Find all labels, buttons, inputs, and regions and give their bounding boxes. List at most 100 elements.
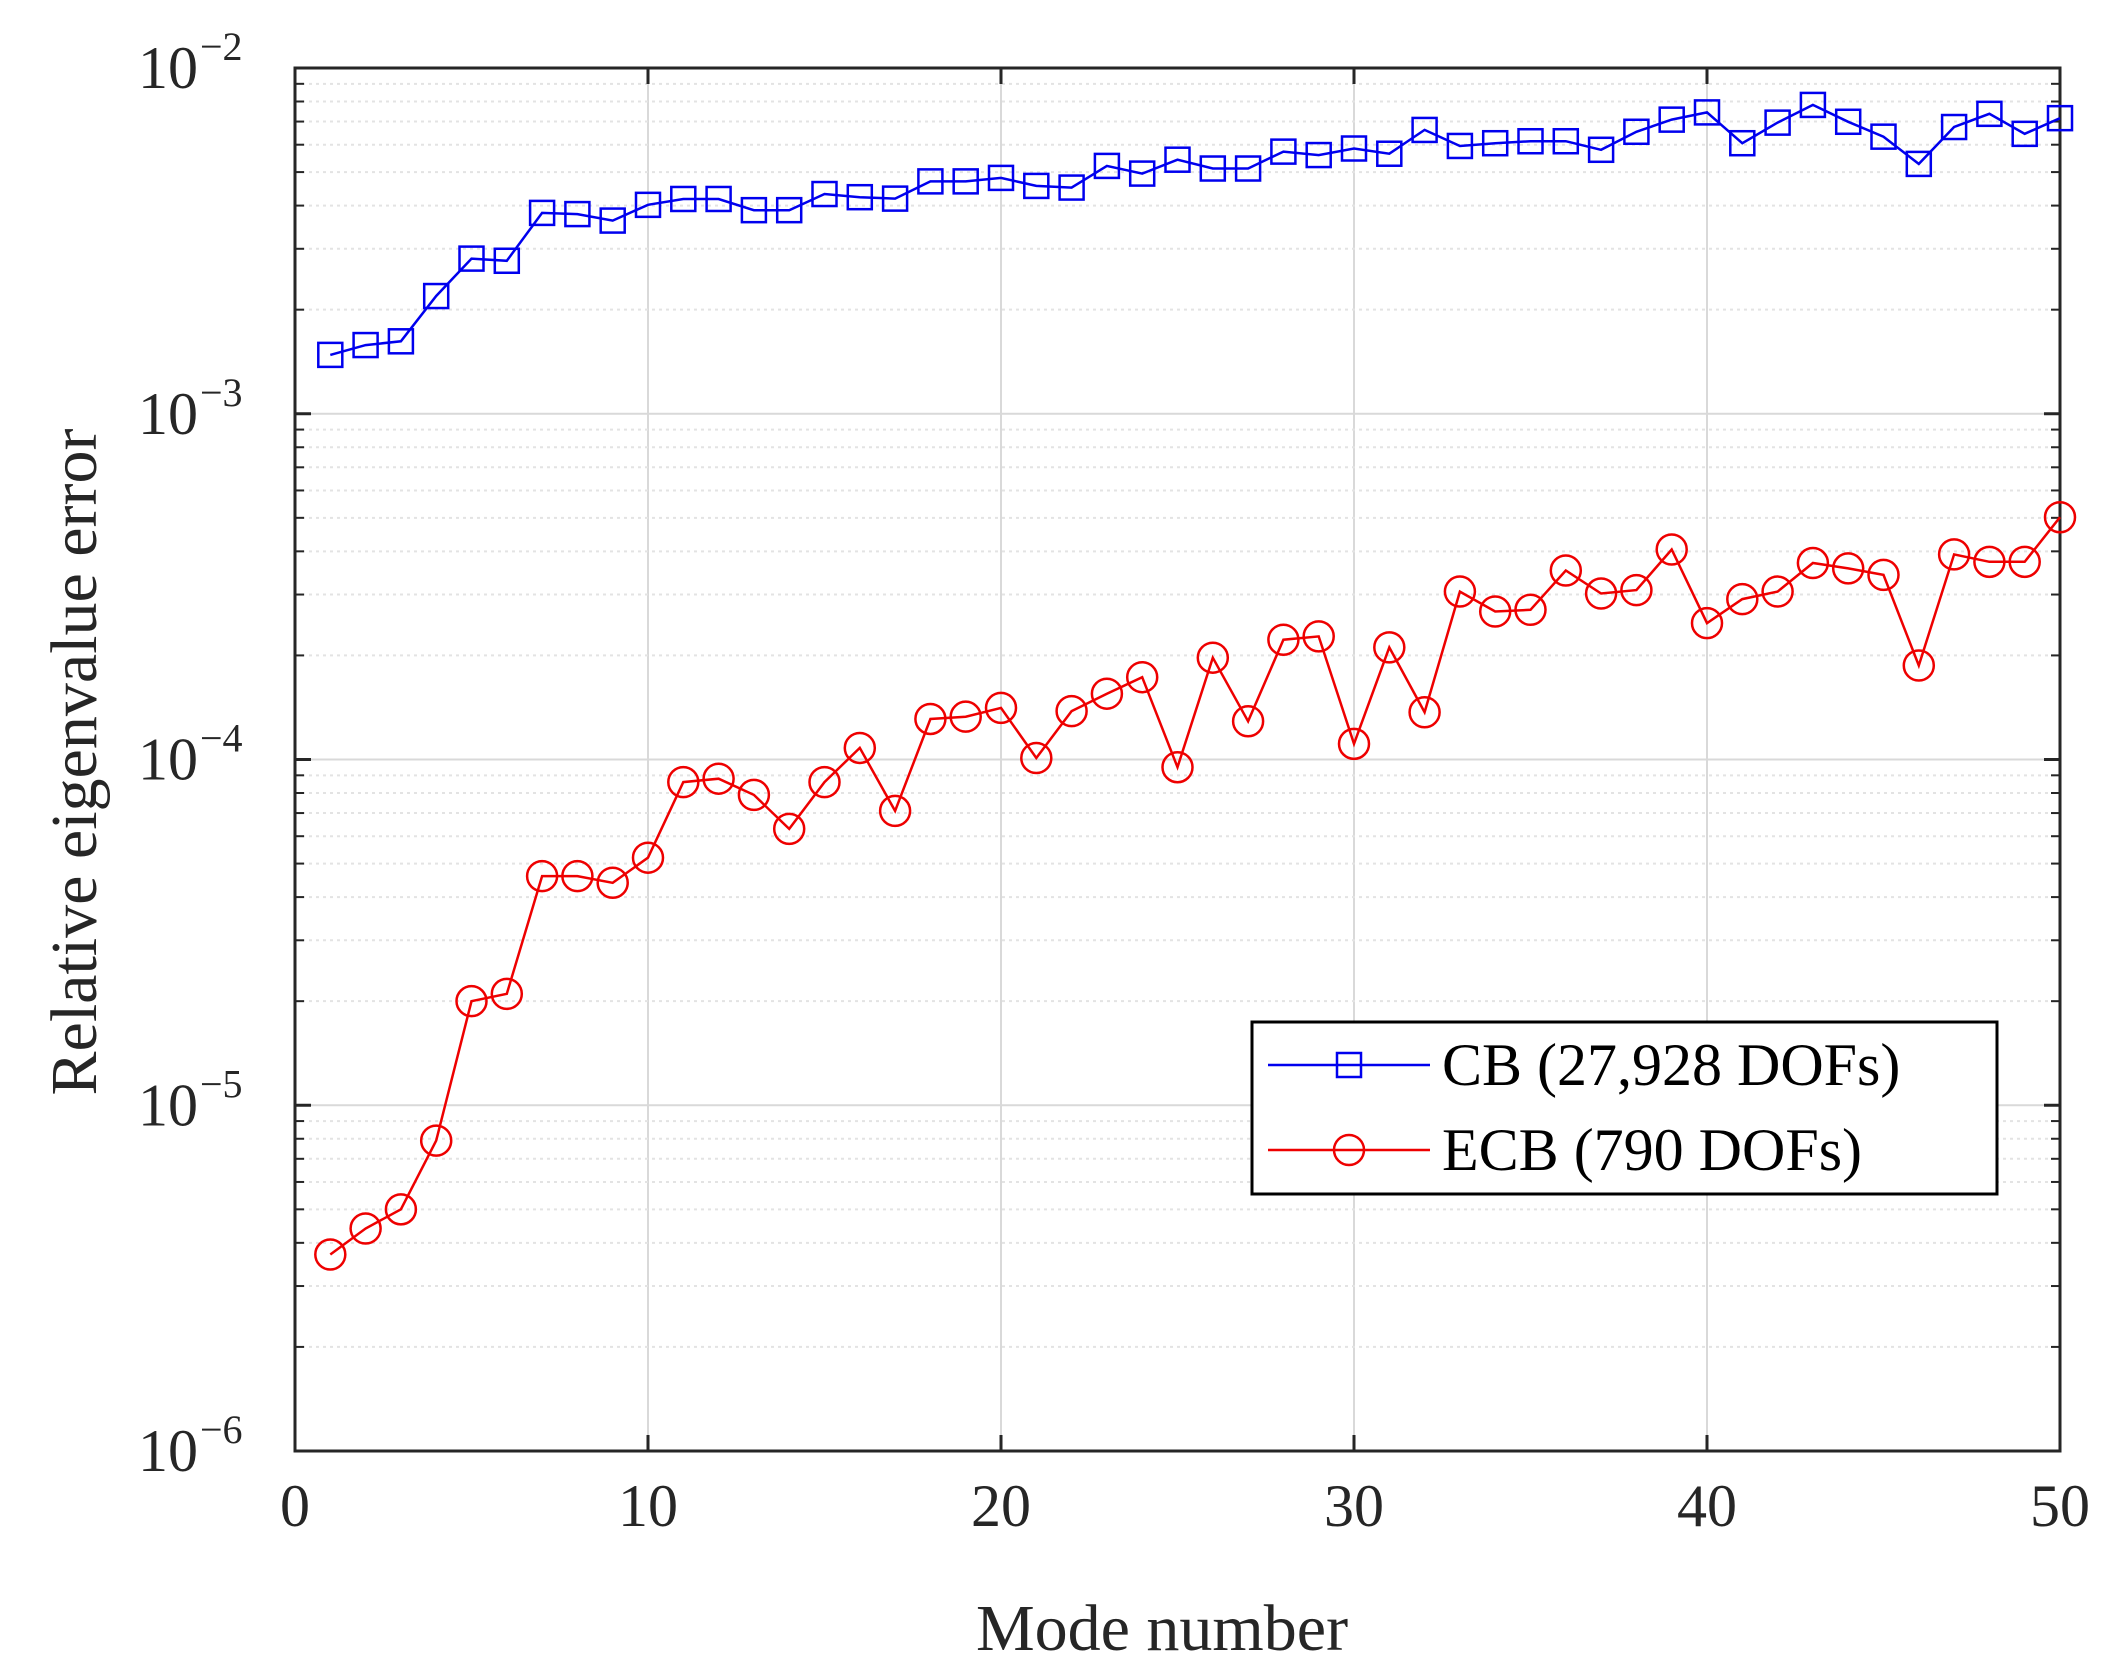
data-point-circle <box>1867 558 1900 592</box>
data-point-circle <box>1267 623 1300 656</box>
data-point-square <box>1587 136 1615 164</box>
data-point-square <box>1199 155 1227 182</box>
data-point-square <box>1481 129 1509 157</box>
data-point-square <box>1023 172 1050 200</box>
data-point-circle <box>455 984 488 1018</box>
data-point-circle <box>772 812 806 846</box>
y-tick-label: 10 −6 <box>138 1407 243 1484</box>
x-axis-label: Mode number <box>976 1592 1348 1665</box>
data-point-square <box>352 331 379 359</box>
data-point-square <box>1729 129 1756 157</box>
x-tick-label: 30 <box>1324 1473 1384 1539</box>
y-tick-label-exponent: −4 <box>200 716 243 761</box>
data-point-circle <box>1690 606 1724 640</box>
data-point-circle <box>702 762 735 795</box>
x-tick-label: 40 <box>1677 1473 1737 1539</box>
legend[interactable]: CB (27,928 DOFs) ECB (790 DOFs) <box>1250 1020 1999 1196</box>
legend-item-cb[interactable]: CB (27,928 DOFs) <box>1268 1032 1900 1098</box>
y-tick-label-exponent: −6 <box>200 1407 243 1452</box>
data-point-square <box>1270 138 1297 165</box>
data-point-square <box>1658 106 1685 133</box>
data-point-square <box>458 245 485 272</box>
data-point-circle <box>914 702 947 736</box>
data-point-circle <box>2008 545 2041 579</box>
data-point-circle <box>1408 695 1441 729</box>
data-point-square <box>705 185 732 213</box>
data-point-circle <box>737 778 771 812</box>
y-tick-label-exponent: −2 <box>200 24 243 69</box>
legend-marker-circle-icon <box>1332 1133 1366 1167</box>
data-point-circle <box>349 1212 382 1245</box>
data-point-circle <box>2043 500 2077 534</box>
data-point-square <box>1411 116 1438 144</box>
data-point-circle <box>1796 546 1830 580</box>
data-point-square <box>775 196 803 224</box>
data-point-square <box>1446 132 1474 160</box>
data-point-square <box>1976 100 2003 128</box>
data-point-square <box>1340 135 1368 162</box>
data-point-circle <box>949 700 982 733</box>
data-point-square <box>811 180 838 208</box>
data-point-square <box>1552 127 1580 155</box>
data-point-square <box>881 185 909 212</box>
data-point-square <box>1764 109 1791 136</box>
x-tick-label: 50 <box>2030 1473 2090 1539</box>
data-point-square <box>1693 99 1721 126</box>
data-point-circle <box>1302 620 1335 653</box>
legend-item-ecb[interactable]: ECB (790 DOFs) <box>1268 1117 1862 1183</box>
data-point-circle <box>1937 538 1971 571</box>
y-tick-label-base: 10 <box>138 727 198 793</box>
data-point-square <box>599 207 626 234</box>
series-ecb <box>314 500 2077 1271</box>
y-tick-label-base: 10 <box>138 1418 198 1484</box>
data-point-circle <box>1973 545 2006 579</box>
data-point-square <box>1234 155 1262 182</box>
data-point-square <box>1164 146 1191 173</box>
data-point-square <box>1093 152 1121 180</box>
legend-box <box>1250 1020 1999 1196</box>
x-tick-label: 0 <box>280 1473 310 1539</box>
data-point-circle <box>1443 575 1477 608</box>
data-point-circle <box>1655 533 1688 566</box>
y-tick-label-base: 10 <box>138 35 198 101</box>
data-point-circle <box>1125 660 1159 694</box>
data-point-circle <box>1020 741 1053 775</box>
data-point-square <box>740 196 768 224</box>
data-point-square <box>670 185 697 213</box>
y-axis-label: Relative eigenvalue error <box>38 428 111 1095</box>
data-point-circle <box>1584 577 1618 610</box>
data-point-circle <box>384 1193 418 1226</box>
data-point-square <box>564 200 591 228</box>
data-point-square <box>317 341 344 369</box>
data-point-circle <box>1761 575 1794 608</box>
data-point-square <box>1834 108 1862 136</box>
data-point-circle <box>1902 649 1936 682</box>
data-point-circle <box>561 859 594 893</box>
data-point-square <box>1517 127 1544 155</box>
data-point-square <box>422 282 450 310</box>
data-point-circle <box>525 859 559 893</box>
data-point-circle <box>1161 750 1194 784</box>
data-point-circle <box>843 731 877 765</box>
data-point-circle <box>1373 631 1406 664</box>
data-point-square <box>917 168 944 195</box>
series-line <box>329 103 2061 357</box>
data-point-circle <box>1231 705 1265 738</box>
x-tick-label: 10 <box>618 1473 678 1539</box>
data-point-circle <box>1514 593 1547 627</box>
series-cb <box>317 91 2074 369</box>
y-tick-label-exponent: −3 <box>200 370 243 415</box>
data-point-square <box>2046 104 2074 132</box>
data-point-square <box>1128 160 1156 187</box>
data-point-square <box>2011 120 2038 148</box>
data-point-circle <box>1549 554 1583 587</box>
data-point-circle <box>314 1238 347 1271</box>
data-point-circle <box>1055 694 1088 728</box>
data-point-square <box>987 164 1015 192</box>
data-point-square <box>1376 140 1403 167</box>
data-point-circle <box>1620 573 1653 607</box>
legend-label-cb: CB (27,928 DOFs) <box>1442 1032 1900 1098</box>
legend-label-ecb: ECB (790 DOFs) <box>1442 1117 1862 1183</box>
